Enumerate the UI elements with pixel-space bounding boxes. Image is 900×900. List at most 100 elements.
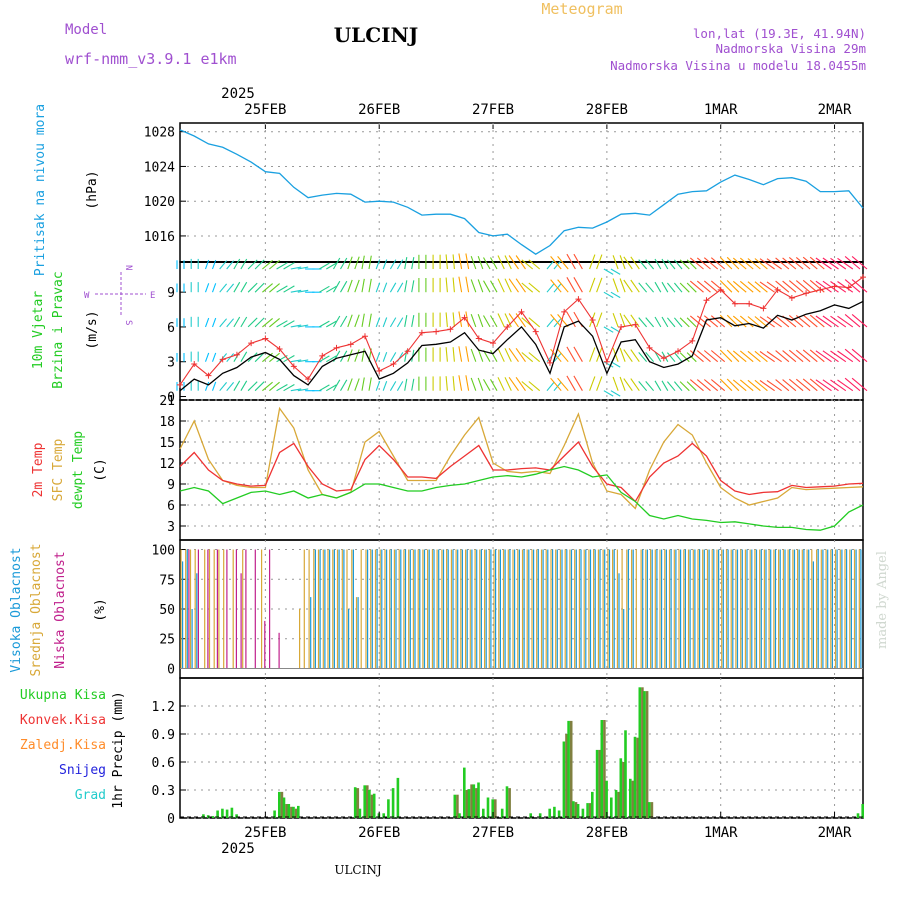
compass-west: W [84,291,90,301]
wind-arrow [276,384,288,392]
wind-arrow [283,384,295,392]
precip-panel: Ukupna Kisa Konvek.Kisa Zaledj.Kisa Snij… [20,687,864,827]
wind-arrow [458,375,463,391]
wind-arrow [739,350,754,363]
wind-arrow [703,257,719,270]
product-title: Meteogram [541,0,622,18]
wind-arrow [319,320,330,328]
wind-arrow [290,324,302,328]
wind-arrow [573,375,583,391]
wind-arrow [470,279,477,293]
wind-arrow [844,279,861,293]
wind-arrow [247,381,258,392]
wind-arrow [689,257,704,270]
wind-arrow [233,258,241,270]
wind-arrow [361,278,365,293]
wind-arrow [610,326,621,333]
wind-arrow [747,316,761,328]
precip-total-bar [861,804,864,818]
y-tick-label: 1.2 [152,700,175,715]
wind-arrow [623,256,633,270]
wind-arrow [247,259,258,270]
precip-total-bar [491,799,494,818]
wind-arrow [623,378,633,392]
wind-arrow [226,283,235,293]
pressure-panel: Pritisak na nivou mora (hPa) 1016 1020 102… [33,104,864,276]
wind-arrow [276,320,288,328]
precip-total-bar [557,810,561,818]
wind-arrow [396,317,404,328]
wind-arrow [844,377,861,392]
precip-total-bar [458,813,461,818]
wind-arrow [673,352,683,363]
wind-arrow [726,280,740,293]
wind-arrow [844,313,861,328]
wind-arrow [775,257,790,270]
wind-arrow [508,278,519,293]
wind-arrow [550,377,562,392]
precip-total-bar [648,802,651,818]
gust-marker [433,328,440,335]
wind-arrow [566,346,576,362]
wind-arrow [619,255,626,270]
wind-arrow [830,257,847,270]
precip-conv-bar [645,691,649,818]
wind-arrow [497,255,505,270]
dewpoint-line [179,465,864,531]
wind-arrow [719,280,733,293]
gust-marker [717,286,724,293]
precip-conv-bar [622,762,625,818]
wind-arrow [557,314,569,328]
wind-arrow [233,316,241,328]
wind-arrow [596,254,603,270]
wind-arrow [226,318,235,328]
wind-arrow [290,388,302,392]
wind-arrow [452,376,455,391]
wind-arrow [382,259,388,270]
wind-arrow [673,259,683,270]
wind-arrow [612,255,619,270]
precip-conv-bar [494,799,497,818]
wind-arrow [396,282,404,293]
precip-series [180,687,864,818]
wind-arrow [326,262,337,270]
wind-arrow [851,255,868,270]
gust-marker [276,345,283,352]
wind-arrow [837,350,854,363]
wind-arrow [283,320,295,328]
wind-arrow [333,315,341,328]
precip-total-bar [548,808,551,818]
gust-marker [404,348,411,355]
wind-arrow [262,259,273,270]
wind-arrow [333,280,341,293]
wind-arrow [211,317,217,328]
wind-arrow [404,315,408,327]
wind-arrow [546,283,555,293]
precip-total-bar [562,741,566,818]
wind-arrow [347,256,353,270]
wind-arrow [404,257,408,270]
wind-arrow [411,315,415,327]
wind-arrow [679,381,690,392]
pressure-line [179,129,864,255]
wind-arrow [759,281,775,293]
wind-arrow [788,314,804,328]
wind-arrow [710,379,726,392]
wind-arrow [375,259,381,270]
wind-arrow [747,379,761,392]
wind-arrow [815,257,832,270]
panel-frames [179,122,864,819]
gust-marker [361,333,368,340]
wind-arrow [795,256,811,270]
bottom-day-labels: 25FEB 26FEB 27FEB 28FEB 1MAR 2MAR [244,812,852,841]
wind-arrow [754,258,768,270]
wind-arrow [515,376,526,392]
wind-arrow [589,277,596,293]
wind-arrow [795,378,811,392]
wind-arrow [619,313,626,328]
wind-arrow [219,260,228,270]
wind-arrow [404,378,408,391]
wind-arrow [732,257,747,270]
gust-marker [504,323,511,330]
wind-yticks: 0 3 6 9 [167,286,186,406]
